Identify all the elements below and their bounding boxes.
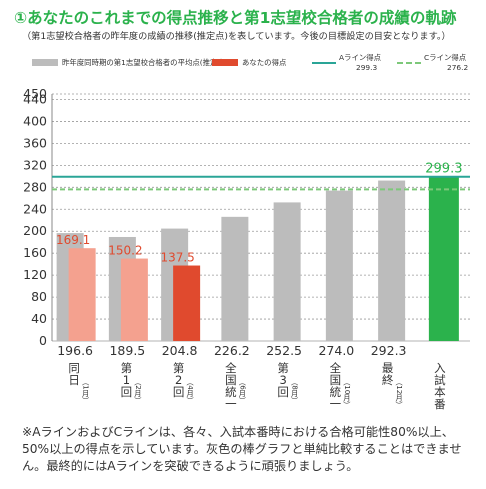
x-tick-label-char: 回	[173, 385, 185, 399]
x-tick-label-char: 回	[277, 385, 289, 399]
x-tick-label-char: 一	[330, 397, 342, 411]
y-tick-label: 450	[23, 86, 47, 101]
x-tick-label-char: 3	[279, 373, 286, 387]
legend-c-line-swatch	[397, 62, 421, 64]
x-tick-label-char: 国	[225, 373, 237, 387]
x-tick-label-char: 同	[68, 361, 80, 375]
x-tick-label-char: 第	[173, 361, 185, 375]
gray-value-label: 189.5	[109, 343, 145, 358]
final-value-label: 299.3	[425, 162, 462, 177]
y-tick-label: 280	[23, 179, 47, 194]
x-tick-label-char: 統	[330, 385, 342, 399]
y-tick-label: 360	[23, 135, 47, 150]
x-tick-label-char: 最	[382, 361, 394, 375]
gray-value-label: 226.2	[214, 343, 250, 358]
y-tick-label: 40	[31, 311, 47, 326]
legend-a-line-label: Aライン得点	[339, 53, 382, 62]
x-tick-label-char: 終	[382, 373, 394, 387]
y-tick-label: 200	[23, 223, 47, 238]
gray-value-label: 274.0	[318, 343, 354, 358]
x-tick-sublabel: （12月）	[395, 378, 404, 409]
legend-a-line-value: 299.3	[356, 63, 378, 72]
red-value-label: 150.2	[108, 244, 142, 258]
y-tick-label: 0	[39, 333, 47, 348]
gray-value-label: 292.3	[371, 343, 407, 358]
legend-gray-label: 昨年度同時期の第1志望校合格者の平均点(推定点)	[62, 58, 228, 67]
score-bar	[68, 248, 96, 341]
red-value-label: 137.5	[160, 251, 194, 265]
x-tick-label-char: 全	[330, 361, 342, 375]
x-tick-sublabel: （10月）	[343, 378, 352, 409]
page-title: ①あなたのこれまでの得点推移と第1志望校合格者の成績の軌跡	[14, 9, 457, 27]
score-bar	[173, 265, 201, 341]
red-value-label: 169.1	[56, 233, 90, 247]
footnote: ※AラインおよびCラインは、各々、入試本番時における合格可能性80%以上、50%…	[22, 425, 462, 473]
x-tick-sublabel: （4月）	[186, 378, 195, 404]
x-tick-label-char: 試	[434, 373, 446, 387]
y-tick-label: 120	[23, 267, 47, 282]
x-tick-label-char: 入	[434, 361, 446, 375]
x-tick-label-char: 統	[225, 385, 237, 399]
legend-a-line-swatch	[312, 62, 336, 64]
legend-c-line-label: Cライン得点	[424, 53, 467, 62]
y-tick-label: 80	[31, 289, 47, 304]
legend-gray-swatch	[32, 59, 58, 66]
y-tick-label: 160	[23, 245, 47, 260]
x-tick-label-char: 全	[225, 361, 237, 375]
x-tick-label-char: 国	[330, 373, 342, 387]
x-tick-label-char: 2	[175, 373, 182, 387]
y-tick-label: 320	[23, 157, 47, 172]
x-tick-label-char: 第	[277, 361, 289, 375]
y-tick-label: 400	[23, 113, 47, 128]
gray-value-label: 252.5	[266, 343, 302, 358]
x-tick-label-char: 日	[68, 373, 80, 387]
x-tick-label-char: 一	[225, 397, 237, 411]
legend-red-swatch	[212, 59, 238, 66]
chart-subtitle: （第1志望校合格者の昨年度の成績の推移(推定点)を表しています。今後の目標設定の…	[22, 31, 451, 42]
x-tick-sublabel: （8月）	[291, 378, 300, 404]
x-tick-sublabel: （6月）	[238, 378, 247, 404]
gray-value-label: 204.8	[162, 343, 198, 358]
x-tick-label-char: 1	[123, 373, 130, 387]
gray-bar	[325, 190, 353, 341]
x-tick-label-char: 回	[121, 385, 133, 399]
x-tick-sublabel: （1月）	[82, 378, 91, 404]
x-tick-label-char: 番	[434, 397, 446, 411]
y-tick-label: 240	[23, 201, 47, 216]
legend-red-label: あなたの得点	[242, 58, 287, 67]
gray-bar	[221, 216, 249, 341]
y-tick-label: 440	[23, 91, 47, 106]
x-tick-label-char: 第	[121, 361, 133, 375]
gray-value-label: 196.6	[57, 343, 93, 358]
x-tick-label-char: 本	[434, 385, 446, 399]
gray-bar	[273, 202, 301, 341]
legend-c-line-value: 276.2	[447, 63, 469, 72]
score-bar	[120, 258, 148, 341]
gray-bar	[378, 180, 406, 341]
x-tick-sublabel: （2月）	[134, 378, 143, 404]
final-green-bar	[428, 176, 459, 341]
